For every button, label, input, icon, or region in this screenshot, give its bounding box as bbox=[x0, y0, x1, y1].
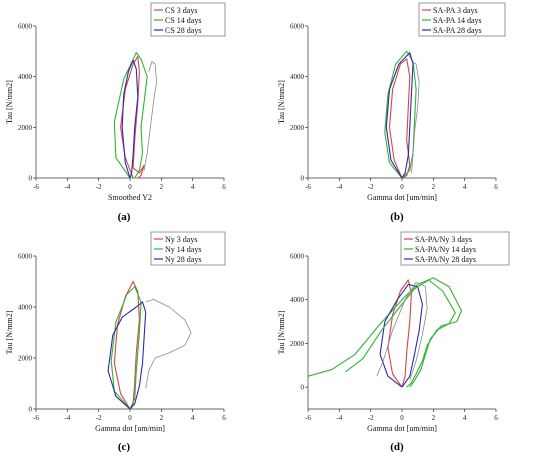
series-line-2 bbox=[307, 277, 463, 388]
series-line-5 bbox=[376, 281, 428, 381]
y-tick-label: 4000 bbox=[18, 73, 33, 81]
panel-caption: (c) bbox=[118, 441, 131, 453]
y-tick-label: 6000 bbox=[290, 23, 305, 31]
y-tick-label: 2000 bbox=[18, 355, 33, 363]
chart-panel-a: -6 -4 -2 0 2 4 6 0 2000 4000 6000 Smoothed Y2 Tau [N… bbox=[5, 2, 226, 223]
chart-panel-d: -6 -4 -2 0 2 4 6 0 2000 4000 6000 Gamma dot [um/min… bbox=[277, 231, 510, 453]
y-axis-label: Tau [N/mm2] bbox=[5, 310, 14, 354]
x-tick-label: 0 bbox=[128, 183, 132, 191]
x-tick-label: 6 bbox=[222, 414, 226, 422]
x-axis-label: Gamma dot [um/min] bbox=[367, 424, 437, 433]
y-tick-label: 6000 bbox=[290, 253, 305, 261]
y-tick-label: 2000 bbox=[290, 124, 305, 132]
x-tick-label: 2 bbox=[160, 414, 164, 422]
series-line-1 bbox=[113, 280, 140, 410]
panel-caption: (b) bbox=[390, 211, 404, 223]
series-line-3 bbox=[385, 52, 414, 179]
x-tick-label: 0 bbox=[400, 414, 404, 422]
x-tick-label: 4 bbox=[463, 414, 467, 422]
legend-entry: SA-PA/Ny 3 days bbox=[415, 235, 472, 244]
legend-entry: SA-PA/Ny 28 days bbox=[415, 255, 476, 264]
y-tick-label: 6000 bbox=[18, 253, 33, 261]
y-tick-label: 4000 bbox=[18, 304, 33, 312]
x-tick-label: -2 bbox=[96, 414, 102, 422]
x-tick-label: -2 bbox=[368, 414, 374, 422]
series-line-1 bbox=[388, 58, 411, 179]
x-tick-label: -4 bbox=[64, 183, 70, 191]
x-tick-label: 6 bbox=[494, 183, 498, 191]
x-tick-label: 4 bbox=[191, 414, 195, 422]
x-tick-label: -6 bbox=[33, 183, 39, 191]
legend-entry: Ny 14 days bbox=[165, 245, 201, 254]
legend-entry: SA-PA 14 days bbox=[433, 16, 482, 25]
series-line-4 bbox=[145, 298, 192, 389]
series-line-3 bbox=[379, 283, 423, 388]
y-tick-label: 0 bbox=[301, 175, 305, 183]
x-tick-label: 2 bbox=[432, 414, 436, 422]
x-axis-label: Gamma dot [um/min] bbox=[367, 193, 437, 202]
y-tick-label: 0 bbox=[29, 175, 33, 183]
x-tick-label: -6 bbox=[305, 183, 311, 191]
legend-box bbox=[400, 231, 510, 266]
y-tick-label: 0 bbox=[301, 384, 305, 392]
legend-entry: CS 28 days bbox=[165, 26, 201, 35]
series-line-2 bbox=[384, 50, 417, 179]
series-line-4 bbox=[345, 279, 456, 388]
y-tick-label: 4000 bbox=[290, 73, 305, 81]
x-tick-label: -6 bbox=[33, 414, 39, 422]
y-tick-label: 6000 bbox=[18, 23, 33, 31]
x-tick-label: -2 bbox=[368, 183, 374, 191]
y-axis-label: Tau [N/mm2] bbox=[277, 80, 286, 124]
panel-caption: (d) bbox=[390, 441, 404, 453]
x-tick-label: 2 bbox=[160, 183, 164, 191]
x-tick-label: 4 bbox=[191, 183, 195, 191]
legend-box bbox=[150, 2, 226, 37]
x-tick-label: 6 bbox=[222, 183, 226, 191]
series-line-3 bbox=[107, 301, 147, 410]
legend-entry: Ny 3 days bbox=[165, 235, 197, 244]
y-tick-label: 0 bbox=[29, 406, 33, 414]
y-tick-label: 2000 bbox=[18, 124, 33, 132]
x-tick-label: -4 bbox=[336, 414, 342, 422]
y-axis-label: Tau [N/mm2] bbox=[277, 310, 286, 354]
series-line-4 bbox=[143, 61, 158, 171]
y-tick-label: 2000 bbox=[290, 340, 305, 348]
series-line-1 bbox=[387, 279, 412, 388]
legend-entry: SA-PA 3 days bbox=[433, 6, 478, 15]
x-tick-label: -4 bbox=[336, 183, 342, 191]
legend-entry: SA-PA/Ny 14 days bbox=[415, 245, 476, 254]
chart-panel-c: -6 -4 -2 0 2 4 6 0 2000 4000 6000 Gamma dot [um/min… bbox=[5, 231, 226, 453]
x-axis-label: Gamma dot [um/min] bbox=[95, 424, 165, 433]
series-line-2 bbox=[113, 52, 148, 179]
y-tick-label: 4000 bbox=[290, 296, 305, 304]
series-line-3 bbox=[121, 59, 139, 179]
x-tick-label: -4 bbox=[64, 414, 70, 422]
x-tick-label: 2 bbox=[432, 183, 436, 191]
x-tick-label: -6 bbox=[305, 414, 311, 422]
legend-entry: Ny 28 days bbox=[165, 255, 201, 264]
legend-entry: CS 14 days bbox=[165, 16, 201, 25]
series-line-2 bbox=[110, 286, 142, 410]
x-tick-label: 4 bbox=[463, 183, 467, 191]
legend-entry: SA-PA 28 days bbox=[433, 26, 482, 35]
chart-panel-b: -6 -4 -2 0 2 4 6 0 2000 4000 6000 Gamma dot [um/min… bbox=[277, 2, 506, 223]
panel-caption: (a) bbox=[118, 211, 131, 223]
x-axis-label: Smoothed Y2 bbox=[108, 193, 152, 202]
x-tick-label: 0 bbox=[400, 183, 404, 191]
legend-box bbox=[418, 2, 506, 37]
legend-box bbox=[150, 231, 226, 266]
y-axis-label: Tau [N/mm2] bbox=[5, 80, 14, 124]
series-line-4 bbox=[411, 61, 420, 173]
x-tick-label: 6 bbox=[494, 414, 498, 422]
x-tick-label: -2 bbox=[96, 183, 102, 191]
legend-entry: CS 3 days bbox=[165, 6, 197, 15]
x-tick-label: 0 bbox=[128, 414, 132, 422]
